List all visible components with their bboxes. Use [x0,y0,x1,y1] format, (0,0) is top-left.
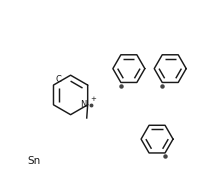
Text: +: + [90,96,96,102]
Text: N: N [80,100,87,109]
Text: Sn: Sn [27,156,41,166]
Text: C: C [55,75,61,84]
